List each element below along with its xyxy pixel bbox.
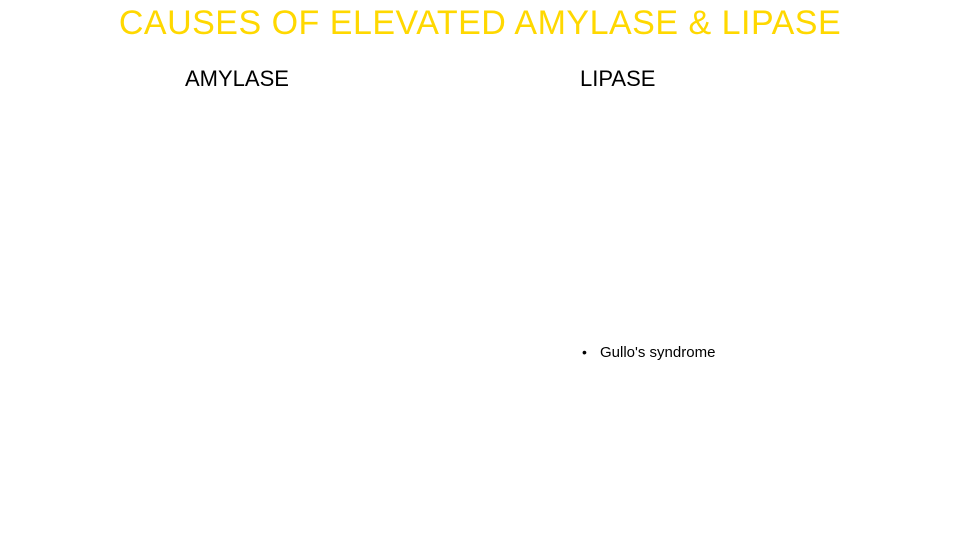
amylase-list: Renal failure Salivary inflammation e.g. p… [160, 118, 500, 431]
lipase-item-text: Drug : valproic acid… [600, 314, 743, 331]
amylase-sublist: e.g. Hemolysis [180, 207, 500, 229]
lipase-item: All pancreatitis [580, 132, 920, 161]
amylase-sublist: (bowel), Burns or tubed alimentation [180, 251, 500, 273]
amylase-subitem: e.g. Hemolysis [180, 207, 500, 229]
amylase-item-text: (drug toxic : valp .acid, asp, amin, tet… [180, 366, 480, 382]
amylase-item-text: Intestinal infarction, obstruction [180, 343, 373, 359]
columns: AMYLASE Renal failure Salivary inflammati… [0, 66, 960, 432]
amylase-item: Hyperthyroid, pheochromocytoma [160, 386, 500, 408]
amylase-item-text: Liver (cirrhosis, hepatitis), ectopic pr… [180, 276, 460, 314]
amylase-subitem-text: e.g. parotiditis [206, 164, 293, 180]
amylase-sublist: e.g. parotiditis [180, 162, 500, 184]
lipase-item: Eth. [580, 280, 920, 309]
amylase-header-text: AMYLASE [185, 66, 289, 91]
amylase-item-text: Ketosis [180, 320, 226, 336]
amylase-item-text: Salivary inflammation [180, 143, 313, 159]
amylase-subitem: e.g. parotiditis [180, 162, 500, 184]
amylase-header: AMYLASE [185, 66, 500, 92]
amylase-item: Macroamylasemia e.g. Hemolysis [160, 185, 500, 228]
lipase-item: Hypertriglyceridemia [580, 250, 920, 279]
lipase-item-text: Acute cholecystitis + burn + trauma [600, 226, 834, 243]
amylase-item: Ketosis [160, 318, 500, 340]
amylase-item: Renal failure [160, 118, 500, 140]
amylase-subitem: (bowel), Burns or tubed alimentation [180, 251, 500, 273]
lipase-item: Tubed alimentation (parentral nutrition) [580, 162, 920, 191]
amylase-item: Liver (cirrhosis, hepatitis), ectopic pr… [160, 274, 500, 317]
amylase-item-text: Hyperthyroid, pheochromocytoma [180, 388, 390, 404]
lipase-item: Acute cholecystitis + burn + trauma [580, 221, 920, 250]
amylase-item: Intestinal infarction, obstruction [160, 341, 500, 363]
lipase-item: Gullo's syndrome [580, 339, 920, 368]
lipase-item: Cholecystitis [580, 368, 920, 397]
lipase-item: Drug : valproic acid… [580, 309, 920, 338]
amylase-item-text: Renal failure [180, 120, 259, 136]
lipase-item-text: Cholecystitis [600, 373, 684, 390]
lipase-header-text: LIPASE [580, 66, 655, 91]
slide-title: CAUSES OF ELEVATED AMYLASE & LIPASE [0, 4, 960, 43]
amylase-item: Infection, infarction (perforation) (bowe… [160, 229, 500, 272]
lipase-item-text: Hypertriglyceridemia [600, 255, 737, 272]
lipase-item-text: Eth. [600, 285, 627, 302]
amylase-item: Tumor (renal cell neoplasm) [160, 409, 500, 431]
lipase-item-text: Gullo's syndrome [600, 344, 715, 361]
slide: CAUSES OF ELEVATED AMYLASE & LIPASE AMYL… [0, 0, 960, 540]
lipase-item-text: Chronic acidosis ↑↑↑ [600, 196, 737, 213]
lipase-item: Chronic acidosis ↑↑↑ [580, 191, 920, 220]
amylase-item-text: Tumor (renal cell neoplasm) [180, 411, 354, 427]
title-text: CAUSES OF ELEVATED AMYLASE & LIPASE [119, 4, 841, 42]
amylase-subitem-text: e.g. Hemolysis [206, 209, 298, 225]
amylase-item: (drug toxic : valp .acid, asp, amin, tet… [160, 364, 500, 386]
amylase-item: Salivary inflammation e.g. parotiditis [160, 141, 500, 184]
column-lipase: LIPASE All pancreatitis Tubed alimentatio… [510, 66, 960, 432]
amylase-item-text: Macroamylasemia [180, 187, 294, 203]
lipase-item-text: All pancreatitis [600, 137, 698, 154]
lipase-header: LIPASE [580, 66, 920, 92]
amylase-item-text: Infection, infarction (perforation) [180, 231, 378, 247]
column-amylase: AMYLASE Renal failure Salivary inflammati… [0, 66, 510, 432]
lipase-item-text: Tubed alimentation (parentral nutrition) [600, 167, 858, 184]
amylase-subitem-text: (bowel), Burns or tubed alimentation [206, 253, 431, 269]
lipase-list: All pancreatitis Tubed alimentation (pare… [580, 132, 920, 397]
